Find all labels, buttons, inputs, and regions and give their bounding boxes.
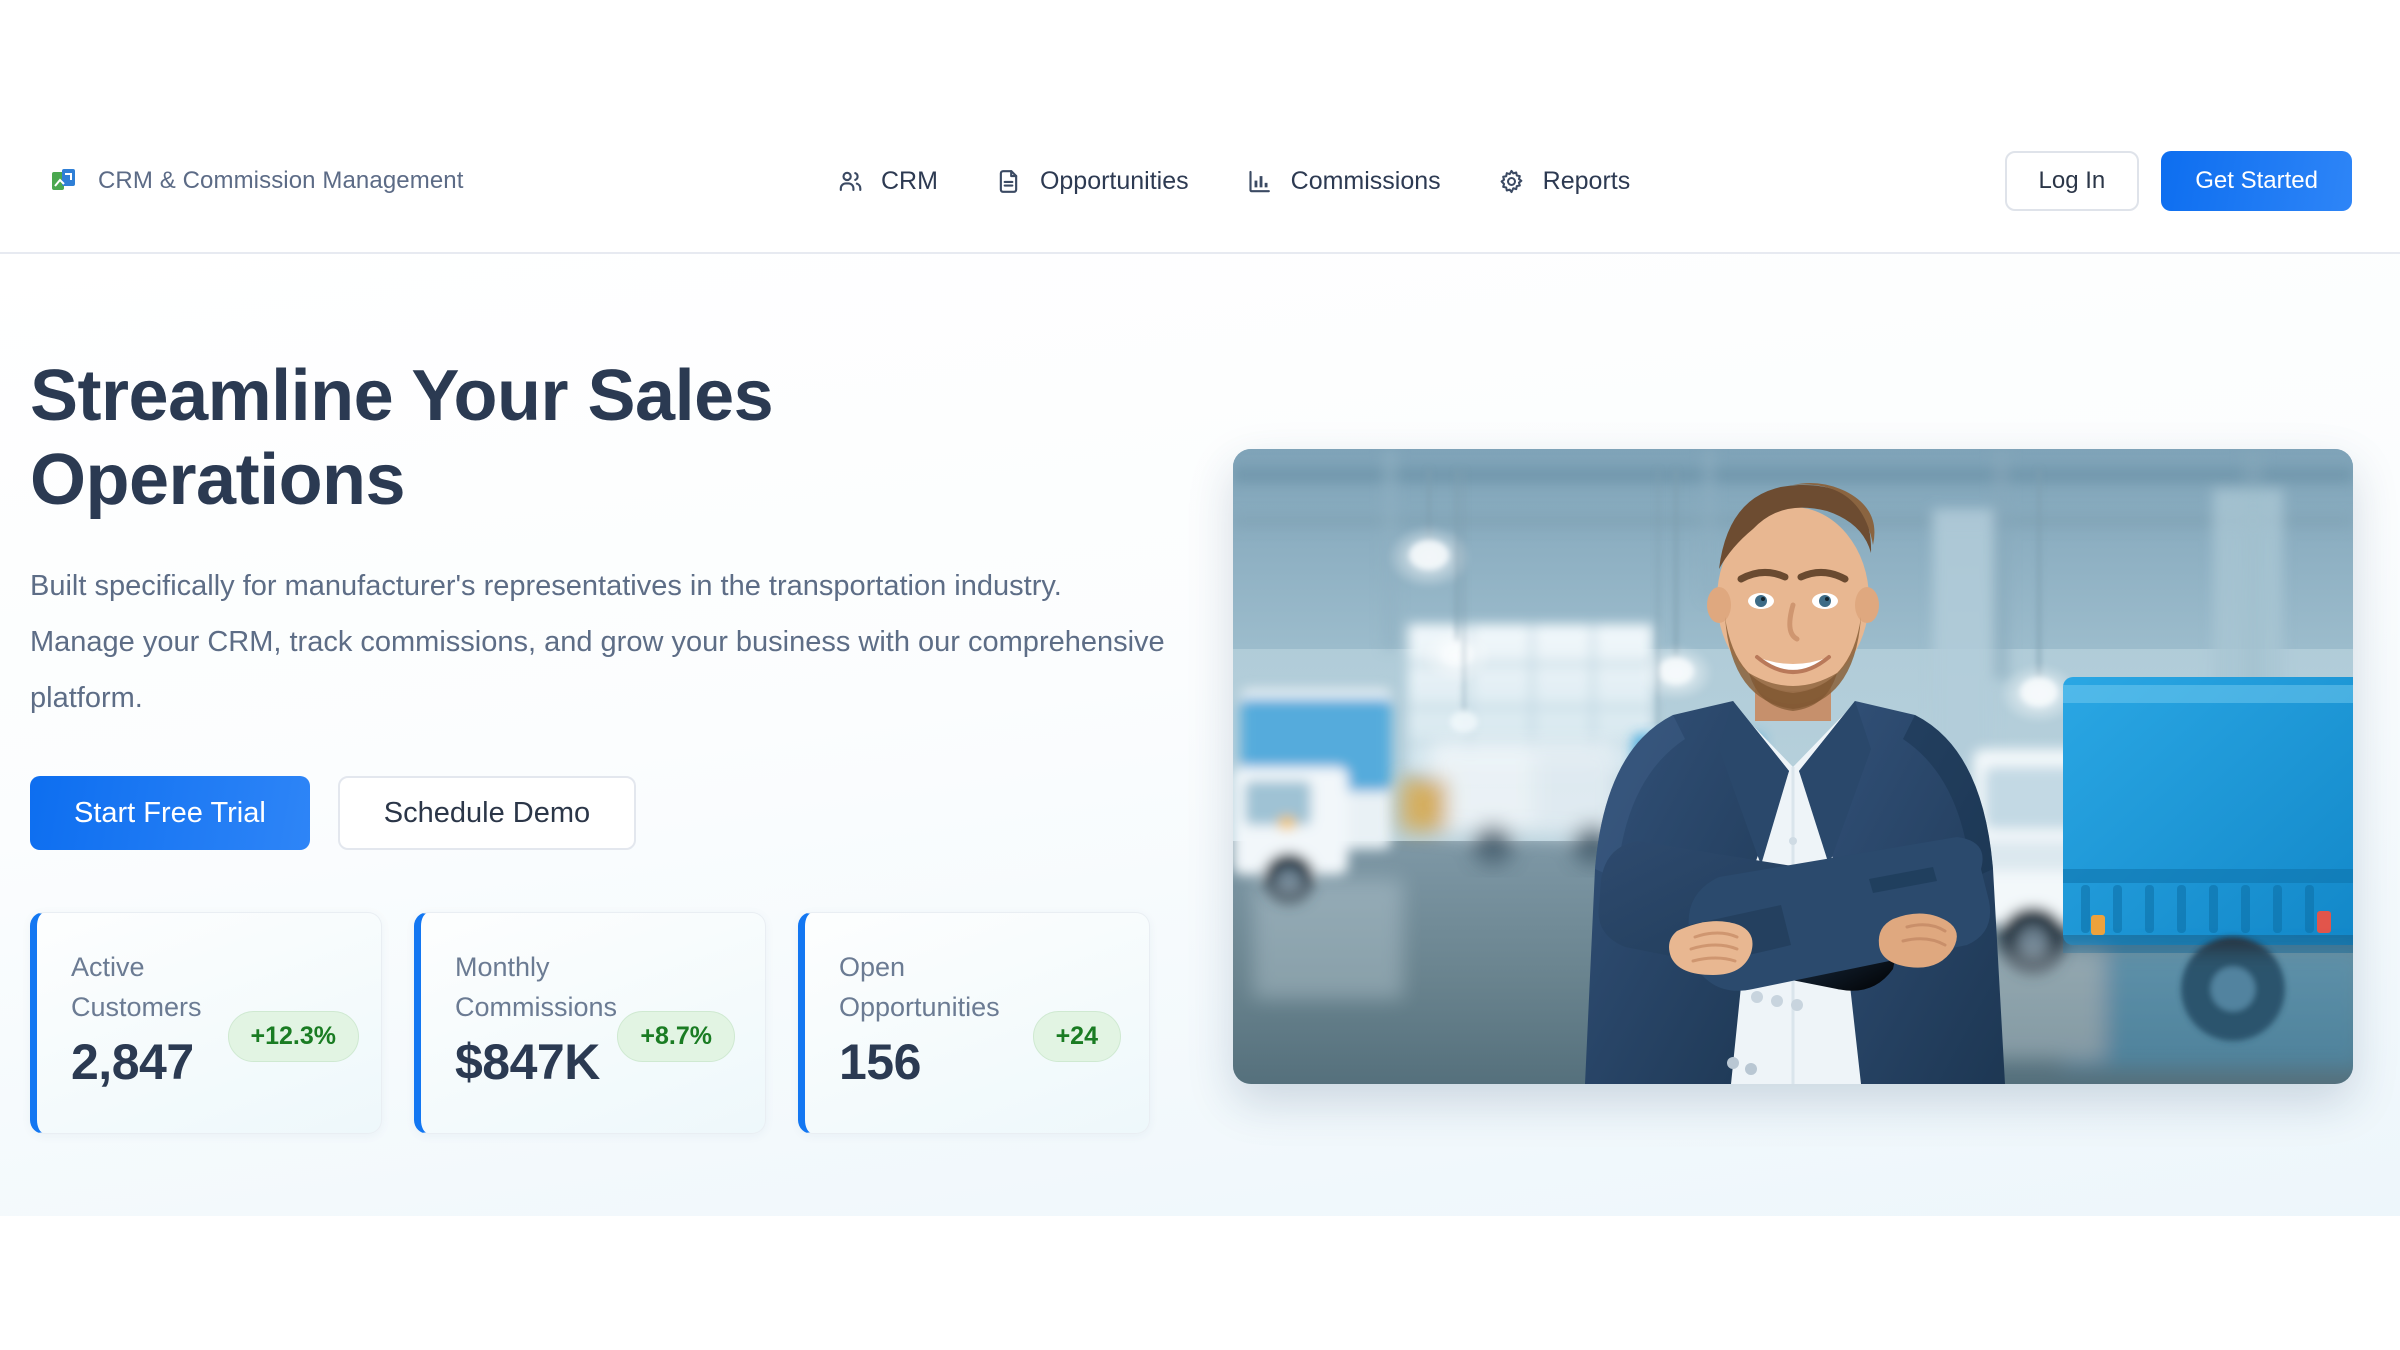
nav-label-crm: CRM <box>881 166 938 195</box>
main-nav: CRM Opportunities <box>835 154 1630 208</box>
schedule-demo-button[interactable]: Schedule Demo <box>337 776 637 850</box>
stat-card-active-customers[interactable]: Active Customers +12.3% 2,847 <box>30 912 382 1134</box>
nav-item-opportunities[interactable]: Opportunities <box>994 154 1189 208</box>
nav-label-commissions: Commissions <box>1290 166 1441 195</box>
hero-subtitle: Built specifically for manufacturer's re… <box>30 570 1165 714</box>
brand[interactable]: CRM & Commission Management <box>48 164 463 198</box>
stat-label: Monthly Commissions <box>455 952 618 1022</box>
gear-icon <box>1497 166 1527 196</box>
nav-item-reports[interactable]: Reports <box>1497 154 1631 208</box>
hero-title: Streamline Your Sales Operations <box>30 356 774 520</box>
browser-blank-strip <box>0 0 2400 110</box>
header-actions: Log In Get Started <box>2004 151 2352 211</box>
stats-row: Active Customers +12.3% 2,847 Monthly Co… <box>30 912 1190 1134</box>
start-free-trial-button[interactable]: Start Free Trial <box>30 776 310 850</box>
stat-label: Open Opportunities <box>839 952 1000 1022</box>
bar-chart-icon <box>1245 166 1275 196</box>
document-icon <box>994 166 1024 196</box>
stat-value: 2,847 <box>71 1034 194 1090</box>
nav-item-commissions[interactable]: Commissions <box>1245 154 1441 208</box>
stat-value: $847K <box>455 1034 600 1090</box>
users-icon <box>835 166 865 196</box>
stat-badge: +8.7% <box>617 1011 735 1062</box>
nav-item-crm[interactable]: CRM <box>835 154 938 208</box>
app-logo-icon <box>48 164 82 198</box>
nav-label-opportunities: Opportunities <box>1039 166 1189 195</box>
site-header: CRM & Commission Management CRM <box>0 110 2400 254</box>
stat-badge: +12.3% <box>227 1011 359 1062</box>
stat-card-open-opportunities[interactable]: Open Opportunities +24 156 <box>798 912 1150 1134</box>
stat-value: 156 <box>839 1034 921 1090</box>
log-in-button[interactable]: Log In <box>2004 151 2140 211</box>
hero-content: Streamline Your Sales Operations Built s… <box>30 354 1190 1134</box>
brand-title: CRM & Commission Management <box>98 167 464 194</box>
nav-label-reports: Reports <box>1542 166 1631 195</box>
hero-image <box>1233 449 2353 1084</box>
hero-cta-group: Start Free Trial Schedule Demo <box>30 776 1190 850</box>
stat-card-monthly-commissions[interactable]: Monthly Commissions +8.7% $847K <box>414 912 766 1134</box>
hero-section: Streamline Your Sales Operations Built s… <box>0 254 2400 1216</box>
stat-label: Active Customers <box>71 952 202 1022</box>
get-started-button[interactable]: Get Started <box>2161 151 2352 211</box>
below-fold-area <box>0 1216 2400 1350</box>
stat-badge: +24 <box>1032 1011 1121 1062</box>
